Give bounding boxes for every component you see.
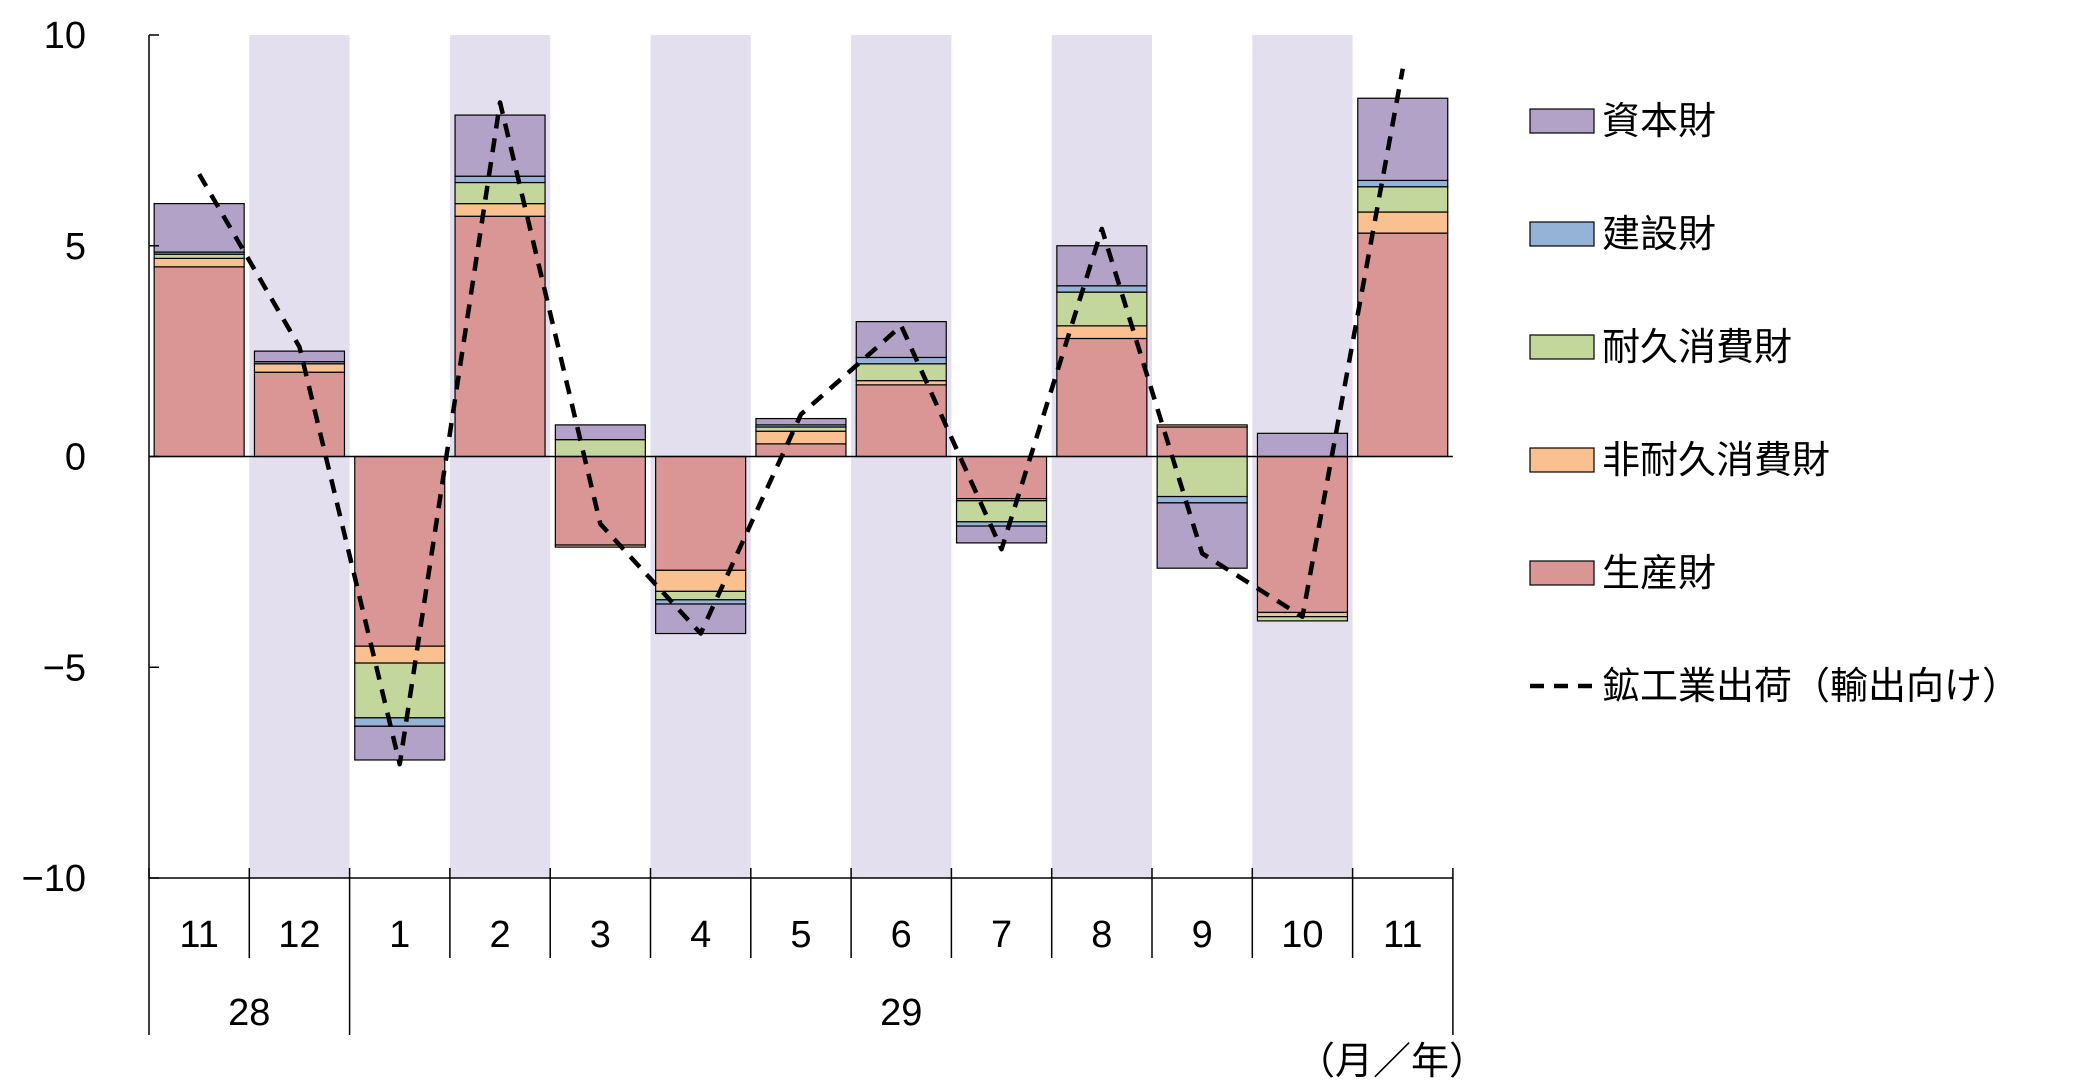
- bar-segment: [253, 363, 346, 373]
- x-tick-label: 8: [1091, 914, 1112, 956]
- legend-label: 鉱工業出荷（輸出向け）: [1602, 664, 2020, 708]
- year-group-label: 28: [228, 992, 270, 1034]
- bar-segment: [253, 371, 346, 458]
- legend-label: 生産財: [1602, 551, 1716, 595]
- bar-segment: [454, 175, 546, 184]
- bar-segment: [153, 203, 245, 253]
- legend-swatch: [1529, 221, 1595, 247]
- x-tick-label: 3: [590, 914, 611, 956]
- bar-segment: [1056, 285, 1148, 293]
- bar-segment: [655, 569, 747, 592]
- bar-segment: [755, 443, 847, 458]
- bar-segment: [1357, 186, 1449, 213]
- bar-segment: [1056, 337, 1148, 458]
- x-tick-label: 2: [489, 914, 510, 956]
- bar-segment: [354, 725, 446, 761]
- bar-segment: [855, 380, 947, 386]
- bar-segment: [1056, 291, 1148, 327]
- bar-segment: [1357, 232, 1449, 458]
- bar-segment: [153, 257, 245, 268]
- bar-segment: [855, 363, 947, 382]
- y-tick-label: 0: [65, 437, 86, 479]
- x-tick-label: 11: [1383, 914, 1422, 956]
- bar-segment: [354, 645, 446, 664]
- bar-segment: [354, 717, 446, 727]
- bar-segment: [1156, 455, 1248, 498]
- bar-segment: [855, 356, 947, 365]
- bar-segment: [454, 215, 546, 458]
- x-tick-label: 7: [991, 914, 1012, 956]
- bar-segment: [1256, 455, 1349, 614]
- legend-swatch: [1529, 560, 1595, 586]
- bar-segment: [554, 439, 646, 458]
- bar-segment: [454, 181, 546, 205]
- legend-label: 建設財: [1602, 212, 1716, 256]
- bar-segment: [1156, 502, 1248, 569]
- bar-segment: [1357, 211, 1449, 234]
- shipments-line: [197, 68, 1405, 767]
- y-tick-label: 10: [44, 15, 86, 57]
- bar-segment: [354, 662, 446, 719]
- x-tick-label: 5: [790, 914, 811, 956]
- bar-segment: [955, 455, 1048, 500]
- bar-segment: [1156, 426, 1248, 458]
- x-tick-label: 9: [1192, 914, 1213, 956]
- x-tick-label: 4: [690, 914, 711, 956]
- legend-label: 非耐久消費財: [1602, 438, 1830, 482]
- y-tick-label: −10: [22, 858, 86, 900]
- legend-swatch: [1529, 447, 1595, 473]
- bar-segment: [454, 203, 546, 217]
- x-tick-label: 12: [278, 914, 320, 956]
- bar-segment: [1156, 424, 1248, 428]
- x-tick-label: 10: [1281, 914, 1323, 956]
- bar-segment: [454, 114, 546, 177]
- bar-segment: [755, 426, 847, 432]
- bar-segment: [955, 500, 1048, 523]
- bar-segment: [755, 430, 847, 445]
- bar-segment: [955, 525, 1048, 544]
- y-axis-ticks: 10 5 0 −5 −10: [22, 15, 159, 900]
- legend-swatch: [1529, 334, 1595, 360]
- bar-segment: [1056, 245, 1148, 287]
- bar-segment: [955, 521, 1048, 527]
- x-tick-label: 11: [179, 914, 218, 956]
- stacked-bars: [153, 97, 1449, 761]
- y-tick-label: −5: [43, 647, 86, 689]
- bar-segment: [153, 266, 245, 458]
- x-tick-label: 1: [389, 914, 410, 956]
- y-tick-label: 5: [65, 226, 86, 268]
- bar-segment: [554, 455, 646, 546]
- bar-segment: [554, 544, 646, 548]
- x-unit-label: （月／年）: [1297, 1041, 1487, 1083]
- bar-segment: [1357, 179, 1449, 188]
- bar-segment: [554, 424, 646, 441]
- bar-segment: [655, 455, 747, 571]
- bar-segment: [1357, 97, 1449, 182]
- year-group-label: 29: [880, 992, 922, 1034]
- x-tick-label: 6: [891, 914, 912, 956]
- bar-segment: [1156, 495, 1248, 504]
- bar-segment: [153, 253, 245, 259]
- legend-swatch: [1529, 108, 1595, 134]
- legend-label: 耐久消費財: [1602, 325, 1792, 369]
- legend-label: 資本財: [1602, 99, 1716, 143]
- line-series: [197, 68, 1405, 767]
